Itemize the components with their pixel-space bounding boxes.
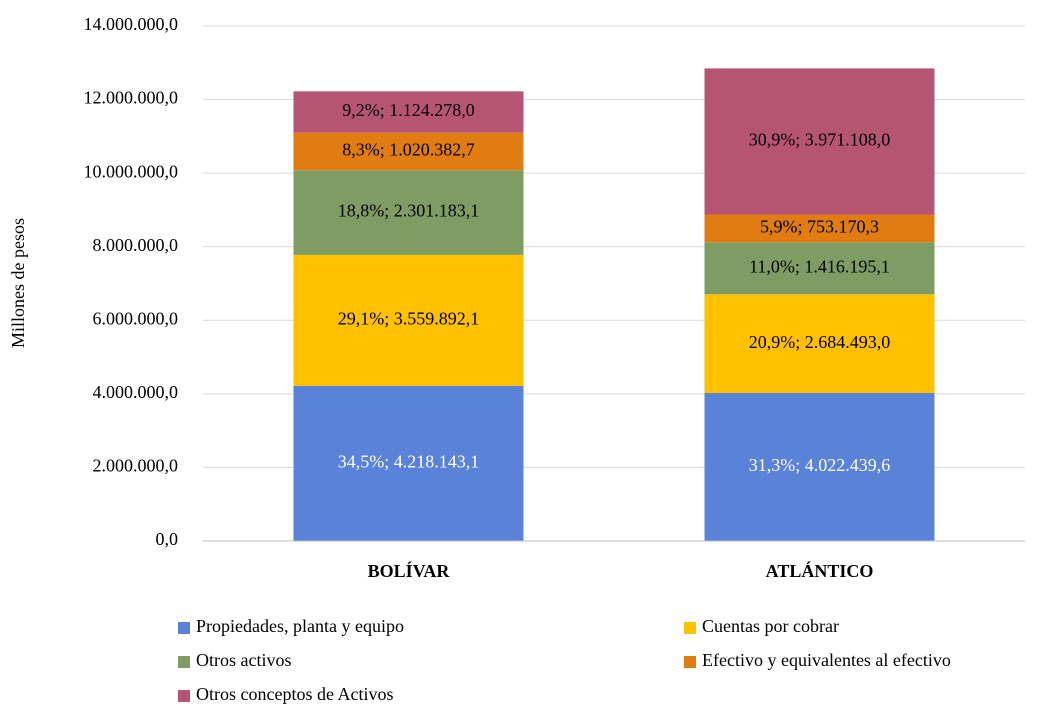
data-label: 29,1%; 3.559.892,1 xyxy=(338,308,480,328)
bar-segment xyxy=(704,214,935,243)
legend-label: Propiedades, planta y equipo xyxy=(196,616,404,636)
y-tick-label: 2.000.000,0 xyxy=(93,456,179,476)
y-tick-label: 10.000.000,0 xyxy=(84,161,179,181)
bar-segment xyxy=(704,393,935,541)
legend-label: Otros activos xyxy=(196,650,291,670)
legend-label: Cuentas por cobrar xyxy=(702,616,839,636)
bar-segment xyxy=(293,170,524,255)
data-label: 9,2%; 1.124.278,0 xyxy=(342,100,475,120)
bar-segment xyxy=(293,254,524,386)
y-tick-label: 0,0 xyxy=(156,529,179,549)
data-label: 11,0%; 1.416.195,1 xyxy=(749,256,890,276)
legend-swatch xyxy=(178,622,190,634)
bar-segment xyxy=(293,91,524,133)
x-tick-label: BOLÍVAR xyxy=(368,560,451,581)
y-axis-title: Millones de pesos xyxy=(8,218,28,348)
data-label: 5,9%; 753.170,3 xyxy=(760,216,879,236)
y-tick-label: 4.000.000,0 xyxy=(93,382,179,402)
legend-swatch xyxy=(684,622,696,634)
legend-swatch xyxy=(178,656,190,668)
data-label: 34,5%; 4.218.143,1 xyxy=(338,452,480,472)
bar-segment xyxy=(704,68,935,215)
data-label: 8,3%; 1.020.382,7 xyxy=(342,140,475,160)
bar-segment xyxy=(293,132,524,171)
legend-swatch xyxy=(178,690,190,702)
y-tick-label: 14.000.000,0 xyxy=(84,14,179,34)
y-tick-label: 12.000.000,0 xyxy=(84,88,179,108)
data-label: 30,9%; 3.971.108,0 xyxy=(749,130,891,150)
legend-label: Otros conceptos de Activos xyxy=(196,684,393,704)
bar-segment xyxy=(293,385,524,541)
bar-segment xyxy=(704,294,935,394)
x-tick-label: ATLÁNTICO xyxy=(766,560,874,581)
data-label: 20,9%; 2.684.493,0 xyxy=(749,332,891,352)
y-tick-label: 8.000.000,0 xyxy=(93,235,179,255)
bar-segment xyxy=(704,242,935,295)
data-label: 31,3%; 4.022.439,6 xyxy=(749,455,891,475)
y-tick-label: 6.000.000,0 xyxy=(93,308,179,328)
legend-label: Efectivo y equivalentes al efectivo xyxy=(702,650,951,670)
data-label: 18,8%; 2.301.183,1 xyxy=(338,201,480,221)
legend-swatch xyxy=(684,656,696,668)
